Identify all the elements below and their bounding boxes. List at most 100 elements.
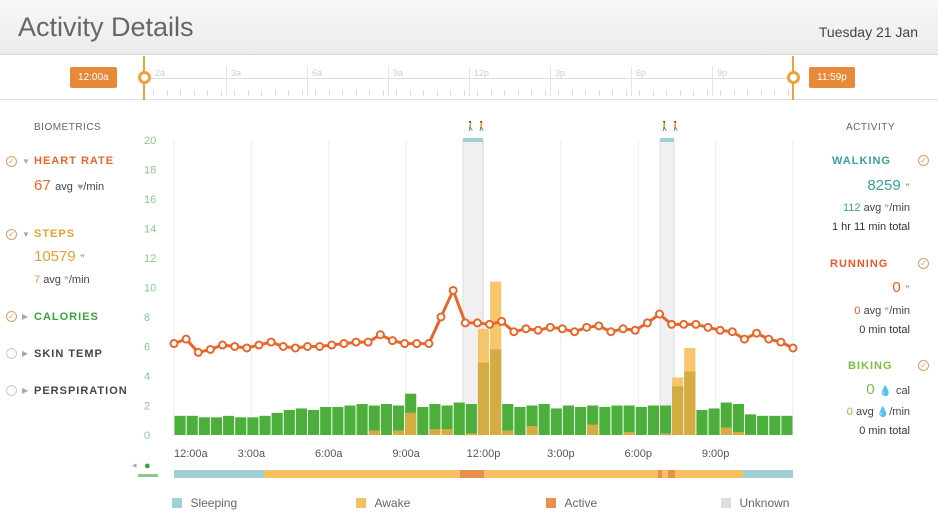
running-time: 0 min total	[859, 324, 910, 336]
legend-item-awake: Awake	[356, 494, 410, 512]
legend-swatch	[546, 497, 556, 508]
activity-state-segment	[264, 470, 460, 478]
heart-rate-point	[181, 334, 191, 344]
biking-label[interactable]: BIKING	[848, 360, 893, 372]
steps-overlap-bar	[502, 430, 514, 435]
walking-highlight	[659, 139, 675, 436]
start-handle[interactable]	[138, 71, 151, 84]
heart-rate-avg-text: avg	[55, 181, 73, 193]
skin-temp-label[interactable]: SKIN TEMP	[34, 348, 103, 360]
timeline-tick	[450, 90, 451, 96]
timeline-hour-label: 3a	[231, 68, 242, 78]
biking-toggle[interactable]: ✓	[918, 360, 929, 371]
biking-avg-text: avg	[855, 406, 874, 418]
timeline-tick	[180, 90, 181, 96]
heart-rate-toggle[interactable]: ✓	[6, 156, 17, 167]
walking-label[interactable]: WALKING	[832, 155, 891, 167]
walking-total: 8259	[867, 177, 901, 194]
timeline-tick	[315, 90, 316, 96]
legend-item-active: Active	[546, 494, 597, 512]
steps-overlap-bar	[368, 430, 380, 435]
steps-toggle[interactable]: ✓	[6, 229, 17, 240]
biking-avg: 0	[846, 406, 853, 418]
calories-bar	[320, 406, 332, 435]
timeline-tick	[355, 90, 357, 96]
walking-highlight-cap	[660, 138, 674, 142]
calories-bar	[659, 405, 672, 435]
calories-bar	[453, 402, 465, 435]
time-range-selector[interactable]: 2a 3a 6a 9a 12p 3p 6p 9p 12:00a 11:59p	[0, 56, 938, 100]
y-tick-label: 4	[144, 371, 150, 383]
heart-rate-point	[594, 321, 604, 331]
timeline-tick	[679, 90, 681, 96]
heart-rate-point	[290, 343, 300, 353]
calories-bar	[708, 408, 720, 435]
steps-label[interactable]: STEPS	[34, 228, 76, 240]
running-label[interactable]: RUNNING	[830, 258, 889, 270]
heart-rate-point	[424, 339, 434, 349]
y-tick-label: 6	[144, 342, 150, 354]
perspiration-toggle[interactable]: ✓	[6, 385, 17, 396]
activity-chart[interactable]: 0 2 4 6 8 10 12 14 16 18 20 🚶🚶 🚶🚶 12:00a 3:00a 6:00a 9:0…	[130, 115, 800, 515]
legend-label: Awake	[374, 496, 411, 510]
timeline-divider	[550, 66, 551, 96]
legend-label: Active	[564, 496, 598, 510]
timeline-tick	[193, 90, 195, 96]
heart-rate-label[interactable]: HEART RATE	[34, 155, 115, 167]
heart-rate-point	[460, 318, 470, 328]
calories-bar	[647, 405, 659, 435]
timeline-tick	[490, 90, 492, 96]
heart-rate-point	[448, 285, 458, 295]
activity-state-segment	[743, 470, 793, 478]
timeline-divider	[307, 66, 308, 96]
timeline-tick	[652, 90, 654, 96]
legend-label: Sleeping	[190, 496, 238, 510]
walking-toggle[interactable]: ✓	[918, 155, 929, 166]
timeline-hour-label: 2a	[155, 68, 166, 78]
steps-avg-row: 7 avg ❞/min	[34, 274, 90, 286]
biking-unit: /min	[889, 406, 910, 418]
heart-rate-point	[752, 328, 762, 338]
timeline-tick	[396, 90, 397, 96]
end-time-tag[interactable]: 11:59p	[809, 67, 855, 88]
heart-rate-point	[351, 337, 361, 347]
heart-rate-point	[412, 339, 422, 349]
calories-bar	[575, 406, 587, 435]
end-handle[interactable]	[787, 71, 800, 84]
steps-avg: 7	[34, 274, 41, 286]
calories-bar	[380, 404, 392, 435]
y-tick-label: 12	[144, 253, 156, 265]
calories-label[interactable]: CALORIES	[34, 311, 99, 323]
heart-rate-point	[582, 322, 592, 332]
steps-overlap-bar	[672, 386, 684, 435]
footprints-icon: ❞	[884, 203, 890, 213]
walking-avg-row: 112 avg ❞/min	[843, 202, 910, 214]
skin-temp-toggle[interactable]: ✓	[6, 348, 17, 359]
timeline-divider	[388, 66, 389, 96]
x-tick-label: 9:00a	[392, 448, 420, 460]
heart-rate-point	[788, 343, 798, 353]
perspiration-label[interactable]: PERSPIRATION	[34, 385, 128, 397]
calories-toggle[interactable]: ✓	[6, 311, 17, 322]
x-tick-label: 12:00a	[174, 448, 209, 460]
activity-heading: ACTIVITY	[846, 122, 896, 133]
steps-overlap-bar	[465, 433, 477, 435]
y-tick-label: 10	[144, 283, 156, 295]
legend-label: Unknown	[739, 496, 790, 510]
timeline-tick	[706, 90, 708, 96]
running-toggle[interactable]: ✓	[918, 258, 929, 269]
walking-time: 1 hr 11 min total	[831, 221, 910, 233]
heart-rate-avg: 67	[34, 177, 51, 194]
heart-rate-point	[667, 319, 677, 329]
start-time-tag[interactable]: 12:00a	[70, 67, 117, 88]
heart-rate-point	[715, 325, 725, 335]
calories-bar	[441, 405, 453, 435]
timeline-tick	[639, 90, 640, 96]
timeline-tick	[720, 90, 721, 96]
y-tick-label: 20	[144, 135, 156, 147]
calories-bar	[757, 415, 769, 435]
heart-rate-summary: 67 avg ♥/min	[34, 177, 104, 195]
timeline-tick	[274, 90, 276, 96]
y-tick-label: 8	[144, 312, 150, 324]
heart-rate-point	[606, 327, 616, 337]
